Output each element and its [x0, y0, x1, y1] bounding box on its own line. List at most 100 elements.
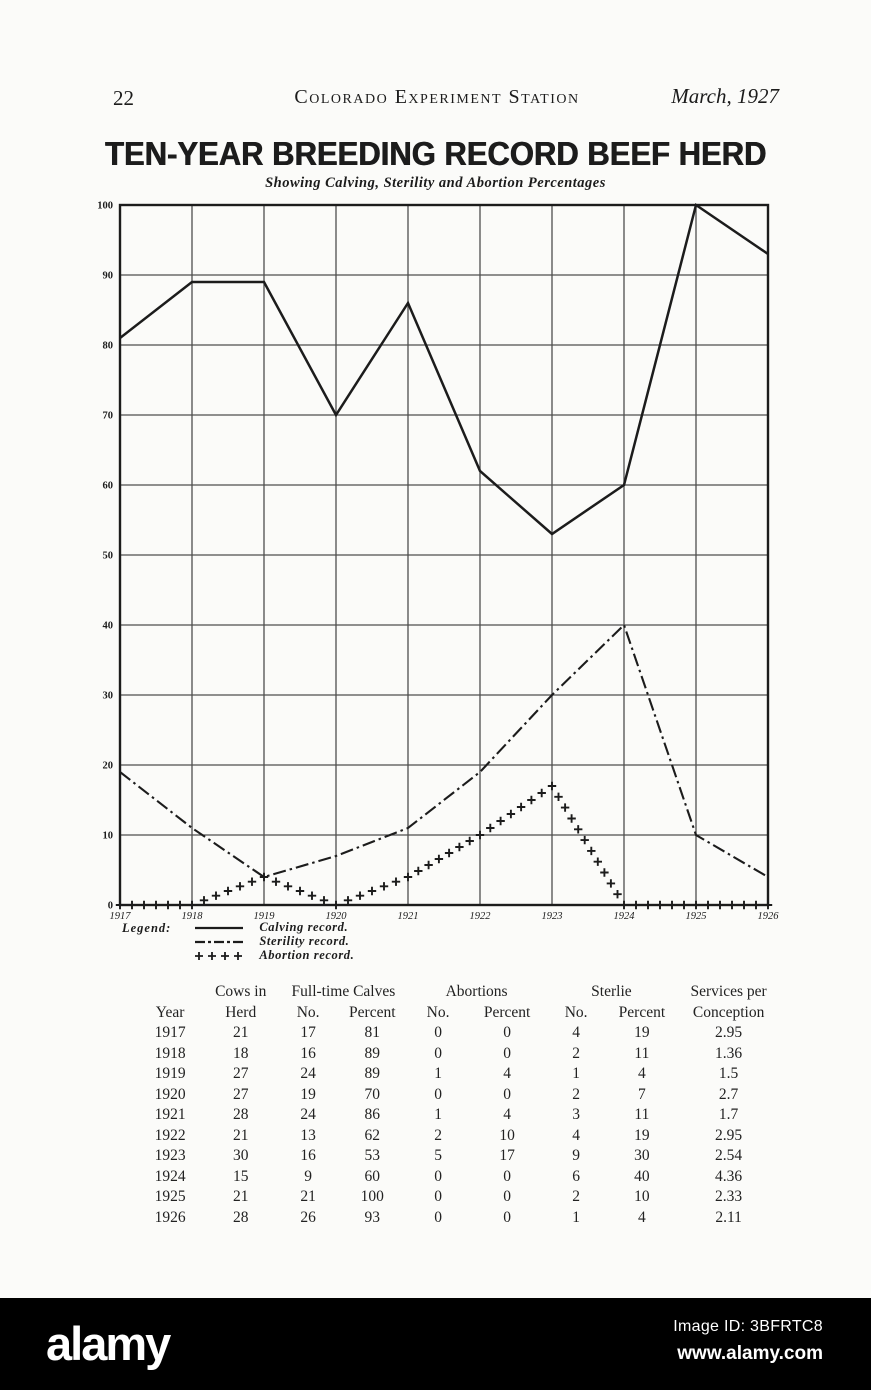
svg-text:20: 20	[103, 761, 114, 772]
table-group-header: Sterlie	[591, 983, 632, 1000]
table-cell: 21	[232, 1024, 249, 1041]
watermark-image-id: Image ID: 3BFRTC8	[673, 1318, 823, 1335]
table-cell: 1920	[154, 1085, 186, 1103]
svg-text:1926: 1926	[758, 911, 780, 922]
table-cell: 0	[434, 1167, 442, 1185]
svg-text:1923: 1923	[542, 911, 563, 922]
table-group-header: Cows in	[215, 983, 267, 1000]
table-cell: 15	[232, 1167, 249, 1185]
table-cell: 2.33	[715, 1188, 743, 1205]
table-cell: 1926	[154, 1208, 186, 1226]
table-cell: 0	[434, 1024, 442, 1041]
sterility-record-line	[119, 623, 769, 879]
table-cell: 2.11	[715, 1208, 742, 1226]
table-cell: 86	[364, 1106, 381, 1123]
table-row: 1917 21 17 81 0 0 4 19 2.95	[138, 1023, 780, 1044]
legend-item: Sterility record.	[193, 934, 354, 948]
table-group-header-row: Cows in Full-time Calves Abortions Sterlie S…	[138, 982, 780, 1003]
table-cell: 1	[434, 1065, 442, 1082]
dashdot-line-sample-icon	[195, 940, 244, 943]
table-cell: 1923	[154, 1147, 186, 1164]
legend-items: Calving record. Sterility record. Abortion…	[193, 920, 355, 962]
table-cell: 16	[300, 1147, 316, 1164]
table-cell: 0	[503, 1024, 511, 1041]
abortion-record-line	[115, 781, 773, 910]
table-cell: 19	[634, 1024, 650, 1041]
table-cell: 21	[232, 1188, 249, 1205]
table-column-header: Conception	[692, 1003, 765, 1021]
table-cell: 93	[364, 1208, 381, 1226]
table-cell: 28	[232, 1106, 249, 1123]
table-column-header: Year	[155, 1003, 185, 1021]
table-cell: 2	[572, 1085, 580, 1103]
table-cell: 19	[300, 1085, 316, 1103]
table-cell: 24	[300, 1106, 316, 1123]
table-cell: 1	[572, 1208, 580, 1226]
plus-line-sample-icon	[195, 951, 243, 960]
svg-text:80: 80	[103, 341, 114, 352]
table-row: 1925 21 21 100 0 0 2 10 2.33	[138, 1187, 780, 1208]
table-cell: 1925	[154, 1188, 186, 1205]
table-cell: 100	[360, 1188, 384, 1205]
table-cell: 60	[364, 1167, 381, 1185]
table-row: 1918 18 16 89 0 0 2 11 1.36	[138, 1044, 780, 1065]
svg-text:70: 70	[103, 411, 114, 422]
table-cell: 1917	[154, 1024, 186, 1041]
svg-text:1922: 1922	[470, 911, 492, 922]
table-cell: 1922	[154, 1126, 186, 1144]
table-group-header	[138, 982, 202, 1003]
table-cell: 0	[503, 1167, 511, 1185]
table-cell: 3	[572, 1106, 580, 1123]
table-cell: 7	[638, 1085, 646, 1103]
table-cell: 24	[300, 1065, 316, 1082]
table-cell: 2	[434, 1126, 442, 1144]
breeding-record-table: Cows in Full-time Calves Abortions Sterlie S…	[138, 982, 780, 1228]
table-cell: 9	[572, 1147, 580, 1164]
watermark-meta: Image ID: 3BFRTC8 www.alamy.com	[673, 1318, 823, 1365]
plot-frame	[118, 203, 770, 907]
table-cell: 30	[634, 1147, 650, 1164]
calving-record-line	[119, 202, 769, 536]
table-cell: 53	[364, 1147, 381, 1164]
alamy-logo: alamy	[46, 1317, 171, 1370]
table-group-header: Abortions	[445, 983, 508, 1000]
table-cell: 2	[572, 1044, 580, 1062]
table-header-row: Year Herd No. Percent No. Percent No. Percent Co…	[138, 1003, 780, 1024]
watermark-bar: alamy Image ID: 3BFRTC8 www.alamy.com	[0, 1298, 871, 1390]
table-cell: 16	[300, 1044, 316, 1062]
legend-item-label: Sterility record.	[259, 934, 350, 948]
table-cell: 0	[434, 1188, 442, 1205]
table-cell: 19	[634, 1126, 650, 1144]
table-cell: 0	[503, 1085, 511, 1103]
table-cell: 26	[300, 1208, 316, 1226]
table-cell: 30	[232, 1147, 249, 1164]
table-cell: 0	[434, 1044, 442, 1062]
table-cell: 1.5	[718, 1065, 739, 1082]
table-cell: 28	[232, 1208, 249, 1226]
table-cell: 4	[503, 1065, 511, 1082]
y-axis-labels: 0 10 20 30 40 50 60 70 80 90 100	[97, 201, 113, 912]
table-cell: 0	[434, 1085, 442, 1103]
table-cell: 4	[638, 1065, 646, 1082]
table-cell: 21	[232, 1126, 249, 1144]
gridlines	[120, 205, 768, 905]
svg-text:60: 60	[103, 481, 114, 492]
table-column-header: No.	[426, 1003, 450, 1021]
table-cell: 1	[434, 1106, 442, 1123]
legend-item-label: Abortion record.	[259, 948, 355, 962]
table-cell: 2.95	[715, 1126, 743, 1144]
table-cell: 2	[572, 1188, 580, 1205]
table-cell: 2.95	[715, 1024, 743, 1041]
legend-item-label: Calving record.	[259, 920, 349, 934]
table-row: 1921 28 24 86 1 4 3 11 1.7	[138, 1105, 780, 1126]
table-cell: 5	[434, 1147, 442, 1164]
table-cell: 13	[300, 1126, 316, 1144]
svg-text:1918: 1918	[182, 911, 204, 922]
svg-text:1919: 1919	[254, 911, 276, 922]
table-group-header: Full-time Calves	[291, 983, 396, 1000]
table-cell: 81	[364, 1024, 381, 1041]
table-cell: 0	[434, 1208, 442, 1226]
table-cell: 0	[503, 1208, 511, 1226]
table-cell: 4	[638, 1208, 646, 1226]
